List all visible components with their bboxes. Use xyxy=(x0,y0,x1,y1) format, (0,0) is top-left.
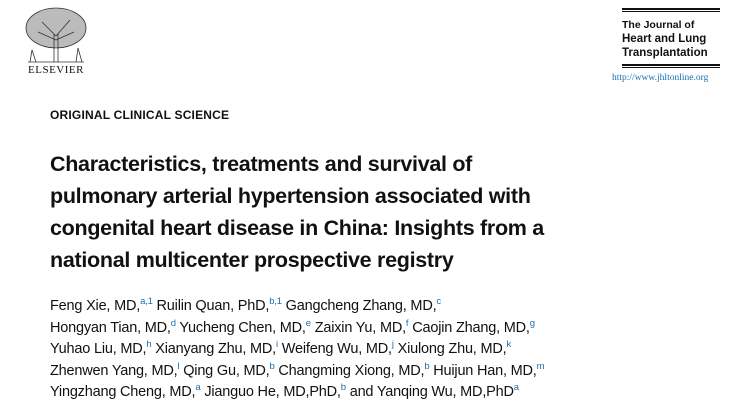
author-line: Yingzhang Cheng, MD,a Jianguo He, MD,PhD… xyxy=(50,382,544,404)
affiliation-link[interactable]: b xyxy=(269,360,275,372)
journal-title-line: The Journal of xyxy=(622,19,695,31)
affiliation-link[interactable]: f xyxy=(405,317,409,329)
publisher-name: ELSEVIER xyxy=(28,64,84,76)
author-name: Changming Xiong, MD, xyxy=(278,362,425,379)
affiliation-link[interactable]: e xyxy=(305,317,311,329)
affiliation-link[interactable]: d xyxy=(170,317,176,329)
affiliation-link[interactable]: c xyxy=(436,296,441,307)
affiliation-link[interactable]: j xyxy=(391,339,394,350)
author-name: Xianyang Zhu, MD, xyxy=(155,341,276,357)
affiliation-link[interactable]: a xyxy=(513,382,519,393)
article-title: Characteristics, treatments and survival… xyxy=(50,148,670,276)
title-line: national multicenter prospective registr… xyxy=(50,248,454,272)
author-line: Zhenwen Yang, MD,l Qing Gu, MD,b Changmi… xyxy=(50,360,545,383)
journal-title-line: Transplantation xyxy=(622,47,708,59)
elsevier-tree-logo xyxy=(25,7,87,63)
title-line: Characteristics, treatments and survival… xyxy=(50,152,473,176)
author-name: Huijun Han, MD, xyxy=(433,362,537,379)
author-list: Feng Xie, MD,a,1 Ruilin Quan, PhD,b,1 Ga… xyxy=(50,296,545,404)
author-name: Hongyan Tian, MD, xyxy=(50,319,171,336)
author-name: Xiulong Zhu, MD, xyxy=(397,341,507,357)
affiliation-link[interactable]: g xyxy=(529,317,535,329)
author-name: Gangcheng Zhang, MD, xyxy=(285,298,437,314)
journal-title-line: Heart and Lung xyxy=(622,33,707,45)
author-name: Jianguo He, MD,PhD, xyxy=(204,384,341,400)
affiliation-link[interactable]: b xyxy=(424,360,430,372)
author-name: and Yanqing Wu, MD,PhD xyxy=(349,384,514,400)
affiliation-link[interactable]: a xyxy=(195,382,201,393)
affiliation-link[interactable]: k xyxy=(506,339,512,350)
author-name: Zaixin Yu, MD, xyxy=(314,319,406,336)
affiliation-link[interactable]: b xyxy=(340,382,346,393)
affiliation-link[interactable]: i xyxy=(276,339,278,350)
affiliation-link[interactable]: a,1 xyxy=(140,296,153,307)
title-line: congenital heart disease in China: Insig… xyxy=(50,216,544,240)
title-line: pulmonary arterial hypertension associat… xyxy=(50,184,531,208)
journal-url-link[interactable]: http://www.jhltonline.org xyxy=(612,73,709,83)
author-name: Weifeng Wu, MD, xyxy=(281,341,392,357)
affiliation-link[interactable]: b,1 xyxy=(269,296,282,307)
journal-masthead: The Journal of Heart and Lung Transplant… xyxy=(622,8,720,69)
author-name: Yuhao Liu, MD, xyxy=(50,341,147,357)
affiliation-link[interactable]: h xyxy=(146,339,152,350)
author-name: Yingzhang Cheng, MD, xyxy=(50,384,196,400)
affiliation-link[interactable]: m xyxy=(536,360,545,372)
author-name: Yucheng Chen, MD, xyxy=(179,319,306,336)
affiliation-link[interactable]: l xyxy=(177,360,180,372)
author-name: Feng Xie, MD, xyxy=(50,298,141,314)
author-line: Feng Xie, MD,a,1 Ruilin Quan, PhD,b,1 Ga… xyxy=(50,296,544,318)
author-line: Hongyan Tian, MD,d Yucheng Chen, MD,e Za… xyxy=(50,318,544,340)
author-line: Yuhao Liu, MD,h Xianyang Zhu, MD,i Weife… xyxy=(50,339,544,361)
author-name: Qing Gu, MD, xyxy=(183,362,270,379)
author-name: Zhenwen Yang, MD, xyxy=(50,362,178,379)
author-name: Caojin Zhang, MD, xyxy=(412,319,530,336)
section-heading: ORIGINAL CLINICAL SCIENCE xyxy=(50,108,230,122)
author-name: Ruilin Quan, PhD, xyxy=(156,298,270,314)
